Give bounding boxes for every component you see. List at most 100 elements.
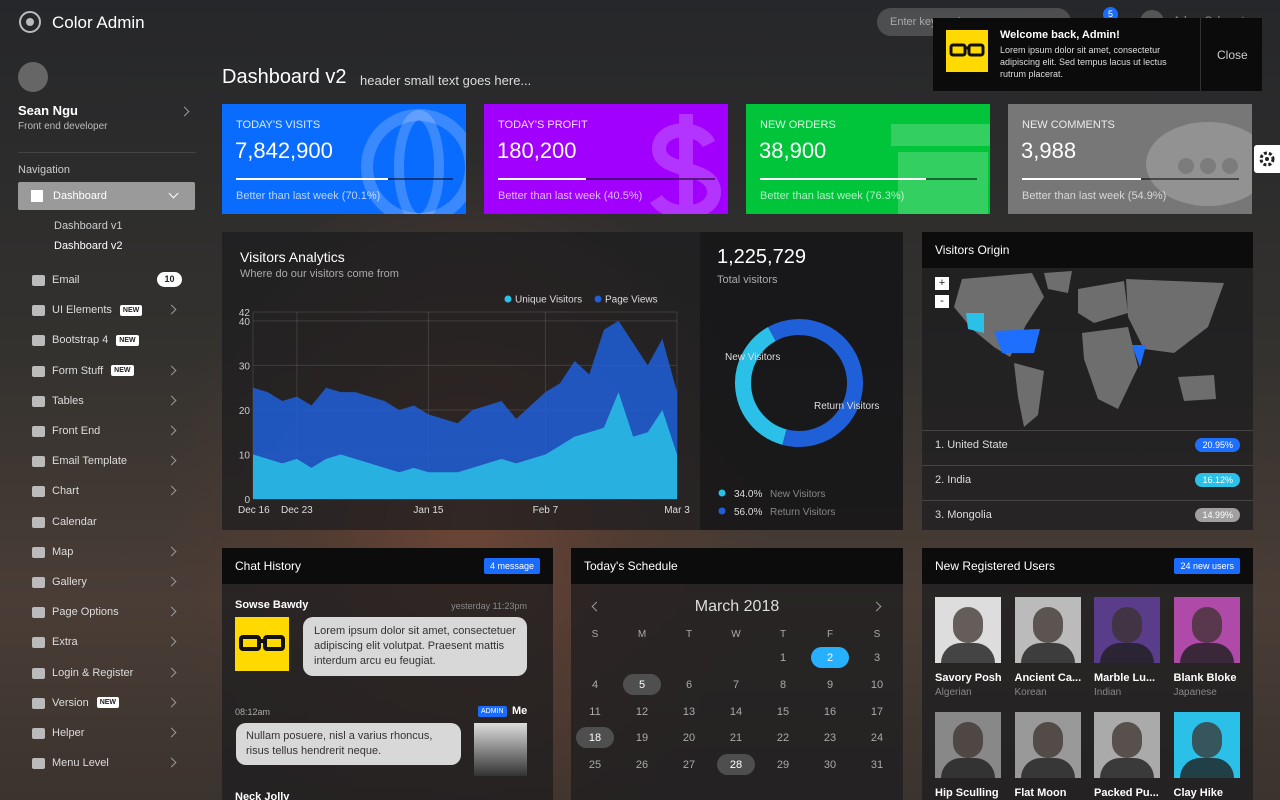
day[interactable]: 10 (870, 678, 884, 691)
day[interactable]: 24 (870, 732, 884, 745)
day[interactable]: 31 (870, 759, 884, 772)
day[interactable]: 5 (638, 678, 646, 691)
weekday: T (685, 629, 693, 640)
user-photo[interactable] (935, 597, 1001, 663)
user-photo[interactable] (1014, 597, 1081, 663)
stat-icon (1146, 122, 1252, 206)
user-name: Marble Lu... (1094, 672, 1156, 684)
user-head (953, 607, 983, 643)
stat-card: TODAY'S PROFIT 180,200 Better than last we… (484, 104, 728, 214)
nav-item[interactable]: UI Elements NEW (52, 304, 143, 316)
zoom-in[interactable]: + (935, 277, 949, 290)
day[interactable]: 22 (776, 732, 790, 745)
day[interactable]: 20 (682, 732, 696, 745)
day[interactable]: 17 (870, 705, 884, 718)
day[interactable]: 14 (729, 705, 743, 718)
nav-chevron (166, 365, 177, 376)
user-country: Japanese (1173, 687, 1217, 698)
nav-item[interactable]: Extra (52, 636, 78, 648)
nav-item[interactable]: Email Template (52, 455, 127, 467)
profile-role: Front end developer (18, 121, 108, 132)
day[interactable]: 18 (588, 732, 602, 745)
profile-name[interactable]: Sean Ngu (18, 103, 78, 118)
day[interactable]: 8 (779, 678, 787, 691)
panel-header: Chat History 4 message (222, 548, 553, 584)
nav-label: Email Template (52, 455, 127, 468)
country-row (922, 465, 1253, 466)
nav-item[interactable]: Menu Level (52, 757, 109, 769)
day[interactable]: 25 (588, 759, 602, 772)
stat-progress (1022, 178, 1142, 180)
nav-item[interactable]: Email (52, 274, 80, 286)
nav-item[interactable]: Helper (52, 727, 84, 739)
users-title: New Registered Users (935, 559, 1056, 573)
divider (18, 152, 196, 153)
nav-badge: NEW (96, 697, 120, 709)
user-photo[interactable] (935, 712, 1001, 778)
day[interactable]: 15 (776, 705, 790, 718)
nav-active[interactable]: Dashboard (18, 182, 195, 210)
nav-sub-item[interactable]: Dashboard v1 (54, 220, 123, 232)
user-photo[interactable] (1094, 597, 1160, 663)
nav-item[interactable]: Map (52, 546, 73, 558)
nav-sub-item[interactable]: Dashboard v2 (54, 240, 123, 252)
nav-item[interactable]: Gallery (52, 576, 87, 588)
nav-item[interactable]: Tables (52, 395, 84, 407)
nav-item[interactable]: Front End (52, 425, 100, 437)
nav-label: Bootstrap 4 (52, 334, 109, 347)
nav-item[interactable]: Version NEW (52, 697, 120, 709)
nav-label: Gallery (52, 576, 87, 588)
nav-item[interactable]: Chart (52, 485, 79, 497)
nav-item[interactable]: Login & Register (52, 667, 133, 679)
nav-item[interactable]: Calendar (52, 516, 97, 528)
day[interactable]: 30 (823, 759, 837, 772)
day[interactable]: 28 (729, 759, 743, 772)
settings-button[interactable] (1254, 145, 1280, 173)
toast-close[interactable]: Close (1217, 48, 1248, 62)
day[interactable]: 23 (823, 732, 837, 745)
day[interactable]: 12 (635, 705, 649, 718)
day[interactable]: 7 (732, 678, 740, 691)
icon-shape (1200, 158, 1216, 174)
day[interactable]: 21 (729, 732, 743, 745)
nav-icon (31, 190, 43, 202)
stat-card: TODAY'S VISITS 7,842,900 Better than last … (222, 104, 466, 214)
day[interactable]: 6 (685, 678, 693, 691)
day[interactable]: 11 (589, 705, 601, 718)
nav-item[interactable]: Bootstrap 4 NEW (52, 334, 139, 346)
day[interactable]: 1 (779, 652, 787, 664)
brand[interactable]: Color Admin (52, 13, 145, 32)
day[interactable]: 27 (682, 759, 696, 772)
nav-item[interactable]: Page Options (52, 606, 119, 618)
analytics-title: Visitors Analytics (240, 249, 345, 265)
stat-label: NEW COMMENTS (1022, 119, 1115, 131)
user-name: Savory Posh (935, 672, 1002, 684)
day[interactable]: 16 (823, 705, 837, 718)
user-photo[interactable] (1094, 712, 1160, 778)
day[interactable]: 2 (826, 652, 834, 664)
day[interactable]: 9 (826, 678, 834, 691)
toast-text: Lorem ipsum dolor sit amet, consectetur … (1000, 45, 1167, 79)
day[interactable]: 13 (682, 705, 696, 718)
day[interactable]: 26 (635, 759, 649, 772)
weekday: S (873, 629, 881, 640)
event-day (717, 754, 755, 776)
icon-shape (1178, 158, 1194, 174)
nav-icon (32, 667, 45, 679)
zoom-out[interactable]: - (935, 295, 949, 308)
toast: Welcome back, Admin! Lorem ipsum dolor s… (933, 18, 1262, 91)
country-name: 2. India (935, 474, 972, 486)
panel-header: Visitors Origin (922, 232, 1253, 268)
day[interactable]: 4 (591, 678, 599, 691)
day[interactable]: 19 (635, 732, 649, 745)
world-map (954, 271, 1224, 427)
user-head (1191, 607, 1222, 643)
day[interactable]: 3 (873, 652, 881, 664)
day[interactable]: 29 (776, 759, 790, 772)
country-pct: 16.12% (1195, 473, 1240, 487)
user-photo[interactable] (1014, 712, 1081, 778)
user-photo[interactable] (1173, 712, 1240, 778)
stat-value: 7,842,900 (235, 138, 333, 163)
user-photo[interactable] (1173, 597, 1240, 663)
nav-item[interactable]: Form Stuff NEW (52, 365, 134, 377)
